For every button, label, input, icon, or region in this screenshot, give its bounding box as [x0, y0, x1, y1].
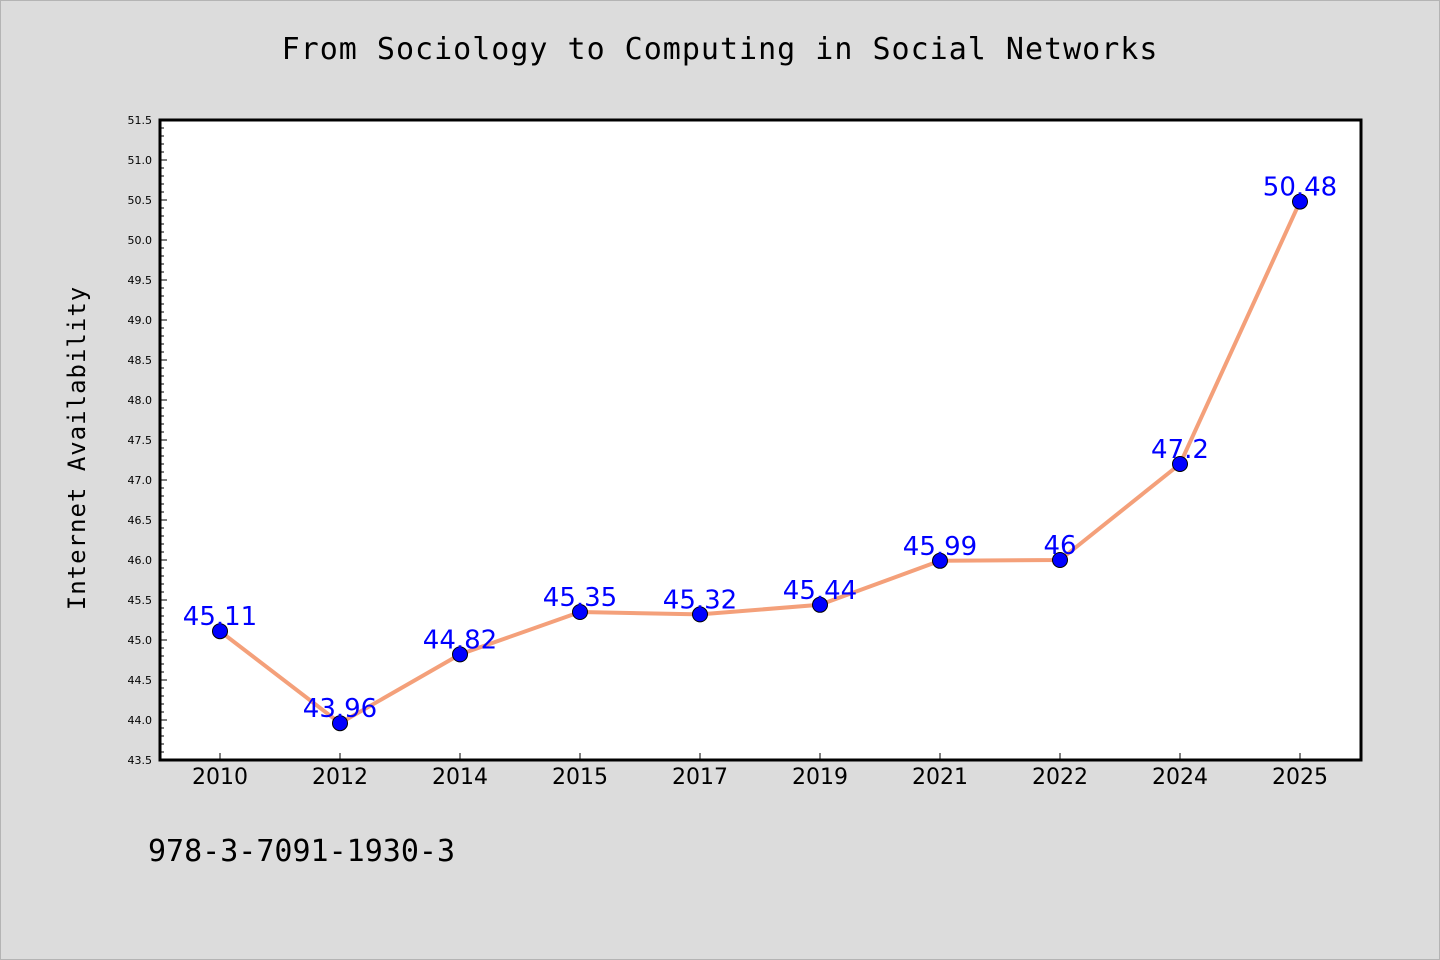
plot-border: [158, 118, 1363, 762]
data-point: [1052, 552, 1068, 568]
data-label: 45.11: [183, 602, 257, 632]
y-tick-label: 45.5: [128, 594, 153, 607]
data-point: [332, 715, 348, 732]
y-tick-label: 48.0: [128, 394, 153, 407]
x-tick-label: 2014: [432, 765, 488, 790]
y-tick-label: 46.5: [128, 514, 153, 527]
plot-area: [160, 120, 1361, 760]
y-tick-label: 50.5: [128, 194, 153, 207]
y-tick-label: 47.0: [128, 474, 153, 487]
x-tick-label: 2012: [312, 765, 368, 790]
x-tick-label: 2015: [552, 765, 608, 790]
data-point: [572, 604, 588, 620]
data-point: [692, 606, 708, 623]
data-point: [212, 623, 228, 640]
data-point: [1172, 456, 1188, 472]
y-tick-label: 49.5: [128, 274, 153, 287]
data-label: 50.48: [1263, 173, 1337, 203]
x-tick-label: 2010: [192, 765, 248, 790]
data-label: 44.82: [423, 625, 497, 655]
x-tick-label: 2021: [912, 765, 968, 790]
x-tick-label: 2022: [1032, 765, 1088, 790]
x-tick-label: 2025: [1272, 765, 1328, 790]
data-labels: 45.11 43.96 44.82 45.35 45.32 45.44 45.99 46 47.…: [183, 173, 1337, 725]
data-label: 45.44: [783, 576, 857, 606]
x-axis-ticks: 2010 2012 2014 2015 2017 2019 2021 2022 2024 2025: [192, 753, 1328, 790]
data-point: [452, 646, 468, 663]
chart-title: From Sociology to Computing in Social Ne…: [281, 32, 1159, 67]
data-label: 45.32: [663, 585, 737, 615]
y-tick-label: 49.0: [128, 314, 153, 327]
data-point: [1292, 193, 1308, 210]
data-label: 43.96: [303, 694, 377, 724]
y-tick-label: 44.5: [128, 674, 153, 687]
y-tick-label: 44.0: [128, 714, 153, 727]
data-point: [812, 596, 828, 613]
data-label: 47.2: [1151, 435, 1209, 465]
data-point: [932, 552, 948, 569]
x-tick-label: 2019: [792, 765, 848, 790]
x-tick-label: 2024: [1152, 765, 1208, 790]
series-line: [218, 199, 1302, 726]
y-tick-label: 48.5: [128, 354, 153, 367]
y-tick-label: 43.5: [128, 754, 153, 767]
y-tick-label: 47.5: [128, 434, 153, 447]
y-tick-label: 51.0: [128, 154, 153, 167]
y-tick-label: 51.5: [128, 114, 153, 127]
data-label: 46: [1043, 531, 1076, 561]
y-axis-ticks: 43.5 44.0 44.5 45.0 45.5 46.0 46.5 47.0 47.5 48.0…: [128, 114, 167, 767]
x-tick-label: 2017: [672, 765, 728, 790]
y-tick-label: 46.0: [128, 554, 153, 567]
y-tick-label: 45.0: [128, 634, 153, 647]
data-label: 45.99: [903, 532, 977, 562]
data-label: 45.35: [543, 583, 617, 613]
y-tick-label: 50.0: [128, 234, 153, 247]
data-markers: [212, 193, 1308, 732]
isbn-text: 978-3-7091-1930-3: [148, 834, 456, 869]
